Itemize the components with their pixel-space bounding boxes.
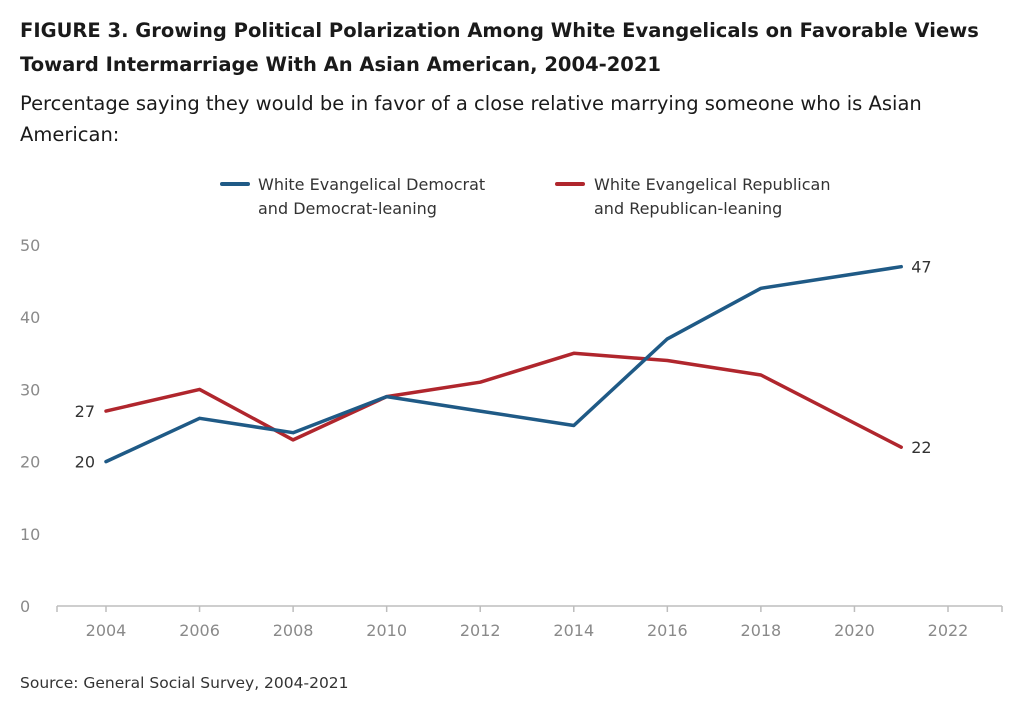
x-tick-label: 2014 [553, 621, 594, 640]
start-value-label: 27 [75, 402, 95, 421]
y-axis: 0 10 20 30 40 50 [20, 236, 40, 616]
x-tick-label: 2008 [273, 621, 314, 640]
chart-subtitle: Percentage saying they would be in favor… [20, 88, 1010, 150]
x-tick-label: 2010 [366, 621, 407, 640]
x-tick-label: 2022 [928, 621, 969, 640]
data-labels: 20 47 27 22 [75, 258, 932, 472]
y-tick-label: 20 [20, 453, 40, 472]
chart-title: FIGURE 3. Growing Political Polarization… [20, 14, 1020, 82]
y-tick-label: 40 [20, 308, 40, 327]
legend-label-line-1: White Evangelical Democrat [258, 175, 485, 194]
x-axis: 2004 2006 2008 2010 2012 2014 2016 2018 2020 2022 [56, 605, 1003, 640]
chart-title-line-1: FIGURE 3. Growing Political Polarization… [20, 19, 979, 42]
source-note: Source: General Social Survey, 2004-2021 [20, 674, 349, 692]
series-group [104, 264, 903, 464]
x-tick-label: 2016 [647, 621, 688, 640]
legend: White Evangelical Democrat and Democrat-l… [220, 175, 830, 218]
y-tick-label: 30 [20, 380, 40, 399]
start-value-label: 20 [75, 453, 95, 472]
x-tick-label: 2018 [741, 621, 782, 640]
y-tick-label: 10 [20, 525, 40, 544]
legend-label-line-1: White Evangelical Republican [594, 175, 830, 194]
chart-subtitle-line-1: Percentage saying they would be in favor… [20, 92, 922, 115]
series-line [104, 264, 903, 464]
x-tick-label: 2006 [179, 621, 220, 640]
y-tick-label: 50 [20, 236, 40, 255]
chart-title-line-2: Toward Intermarriage With An Asian Ameri… [20, 53, 662, 76]
x-tick-label: 2004 [86, 621, 127, 640]
end-value-label: 22 [911, 438, 931, 457]
y-tick-label: 0 [20, 597, 30, 616]
chart-subtitle-line-2: American: [20, 123, 120, 146]
x-tick-label: 2012 [460, 621, 501, 640]
series-line [104, 351, 903, 449]
end-value-label: 47 [911, 258, 931, 277]
x-tick-label: 2020 [834, 621, 875, 640]
legend-label-line-2: and Republican-leaning [594, 199, 782, 218]
legend-label-line-2: and Democrat-leaning [258, 199, 437, 218]
